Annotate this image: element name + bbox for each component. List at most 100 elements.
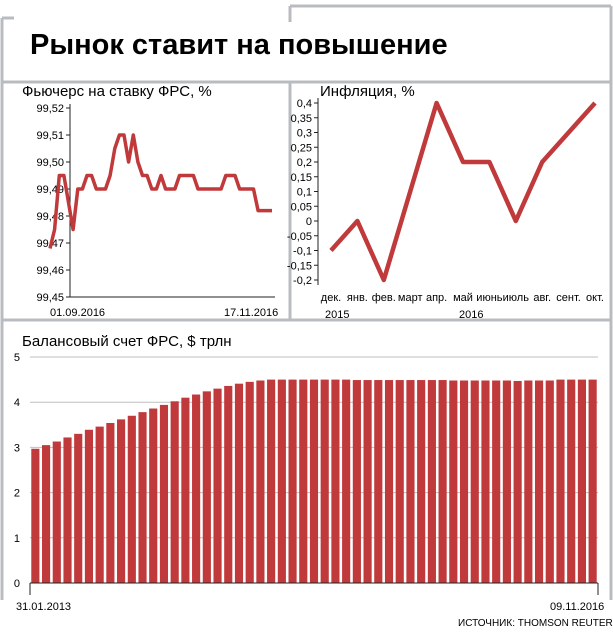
balance-x-label-start: 31.01.2013 (16, 601, 71, 613)
futures-y-tick-label: 99,50 (36, 157, 64, 169)
balance-bar (492, 380, 501, 583)
balance-bar (342, 379, 351, 583)
balance-bar (502, 380, 511, 583)
inflation-y-tick-label: -0,2 (293, 275, 312, 287)
balance-bar (84, 429, 94, 583)
balance-bar (417, 380, 426, 583)
balance-bar (277, 379, 286, 583)
futures-x-label-start: 01.09.2016 (50, 307, 105, 319)
balance-y-tick-label: 5 (14, 352, 20, 364)
balance-bar (42, 445, 51, 583)
inflation-x-tick-label: сент. (556, 292, 581, 304)
futures-y-tick-label: 99,45 (36, 292, 64, 304)
balance-bar (459, 380, 469, 583)
balance-bar (149, 408, 158, 583)
inflation-x-tick-label: дек. (321, 292, 341, 304)
inflation-x-tick-label: фев. (372, 292, 396, 304)
futures-y-tick-label: 99,52 (36, 103, 64, 115)
balance-bar (117, 419, 126, 583)
balance-bar (331, 379, 340, 583)
inflation-chart-title: Инфляция, % (320, 83, 415, 100)
balance-x-label-end: 09.11.2016 (550, 601, 604, 613)
balance-bar (288, 379, 297, 583)
inflation-x-tick-label: май (453, 292, 473, 304)
inflation-x-axis: дек. янв. фев. март апр. май июнь июль авг. сент.… (321, 292, 604, 304)
frame-lines (0, 4, 613, 600)
inflation-y-tick-label: 0,4 (297, 98, 312, 110)
balance-bar (170, 401, 179, 583)
balance-bar (427, 380, 436, 583)
balance-bar (577, 379, 586, 583)
balance-bar (320, 379, 329, 583)
inflation-y-tick-label: 0,15 (291, 172, 312, 184)
balance-bar (309, 379, 319, 583)
balance-bar (438, 380, 447, 583)
balance-bar (374, 380, 383, 583)
balance-bar (267, 379, 276, 583)
balance-y-tick-label: 2 (14, 488, 20, 500)
balance-bar (138, 412, 147, 583)
balance-chart: Балансовый счет ФРС, $ трлн 5 4 3 2 1 0 31.01… (14, 333, 604, 613)
balance-bar (224, 385, 233, 583)
balance-bar (192, 394, 201, 583)
balance-bar (481, 380, 490, 583)
balance-y-tick-label: 4 (14, 397, 20, 409)
balance-bar (534, 380, 544, 583)
inflation-y-tick-label: 0,3 (297, 128, 312, 140)
inflation-y-tick-label: 0,1 (297, 187, 312, 199)
balance-bar (449, 380, 458, 583)
balance-y-tick-label: 3 (14, 442, 20, 454)
futures-y-tick-label: 99,51 (36, 130, 64, 142)
balance-bar (256, 380, 265, 583)
balance-bar (213, 388, 222, 583)
futures-y-tick-label: 99,46 (36, 265, 64, 277)
balance-y-tick-label: 0 (14, 578, 20, 590)
balance-bars (31, 379, 597, 583)
inflation-x-tick-label: авг. (533, 292, 551, 304)
page-title: Рынок ставит на повышение (30, 29, 448, 61)
balance-y-axis: 5 4 3 2 1 0 (14, 352, 20, 590)
balance-bar (234, 383, 244, 583)
inflation-y-tick-label: 0,25 (291, 142, 312, 154)
balance-bar (384, 380, 394, 583)
inflation-year-2016: 2016 (459, 309, 483, 321)
inflation-x-tick-label: июль (503, 292, 530, 304)
balance-bar (106, 422, 115, 583)
balance-bar (159, 404, 169, 583)
inflation-y-axis: 0,4 0,35 0,3 0,25 0,2 0,15 0,1 0,05 0 -0,05 -0,1 -0… (287, 98, 319, 287)
inflation-x-tick-label: апр. (426, 292, 447, 304)
futures-chart-title: Фьючерс на ставку ФРС, % (22, 83, 212, 100)
balance-bar (181, 397, 190, 583)
balance-bar (545, 380, 554, 583)
balance-bar (395, 380, 404, 583)
balance-bar (363, 380, 372, 583)
balance-bar (202, 391, 211, 583)
inflation-x-tick-label: март (398, 292, 423, 304)
balance-bar (299, 379, 308, 583)
balance-bar (352, 380, 361, 583)
inflation-y-tick-label: -0,05 (287, 231, 312, 243)
futures-y-tick-label: 99,48 (36, 211, 64, 223)
balance-bar (556, 379, 565, 583)
balance-bar (513, 380, 522, 583)
inflation-y-tick-label: -0,1 (293, 246, 312, 258)
futures-x-label-end: 17.11.2016 (224, 307, 278, 319)
balance-chart-title: Балансовый счет ФРС, $ трлн (22, 333, 232, 350)
balance-y-tick-label: 1 (14, 533, 20, 545)
balance-bar (588, 379, 597, 583)
inflation-y-tick-label: 0,35 (291, 113, 312, 125)
inflation-chart: Инфляция, % 0,4 0,35 0,3 0,25 0,2 0,15 0,1 0,05… (287, 83, 604, 321)
balance-bar (31, 448, 40, 583)
source-note: ИСТОЧНИК: THOMSON REUTERS (458, 618, 613, 629)
inflation-year-2015: 2015 (325, 309, 349, 321)
balance-bar (63, 437, 72, 583)
futures-line (48, 133, 272, 249)
balance-bar (406, 380, 415, 583)
inflation-x-tick-label: июнь (476, 292, 502, 304)
balance-bar (74, 433, 83, 583)
balance-bar (567, 379, 576, 583)
balance-bar (127, 415, 136, 583)
inflation-line (329, 100, 597, 283)
balance-bar (245, 381, 254, 583)
